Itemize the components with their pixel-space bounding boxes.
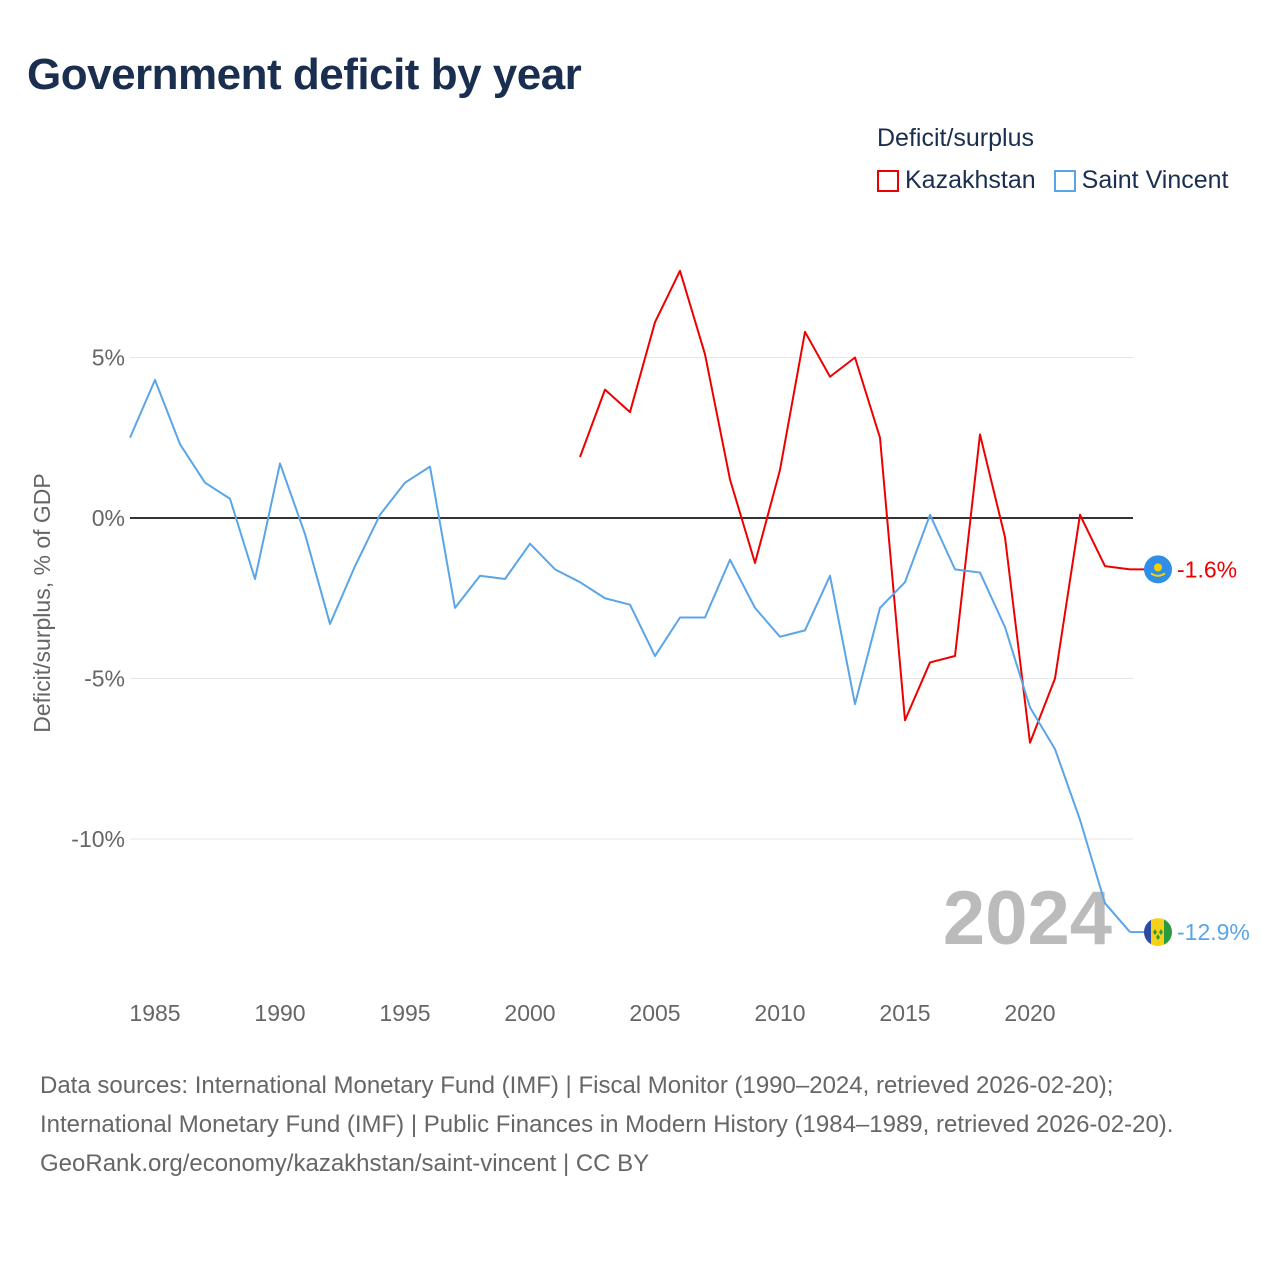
legend-item-saint-vincent[interactable]: Saint Vincent <box>1053 166 1229 195</box>
x-tick-label: 2020 <box>1004 1000 1055 1026</box>
flag-sun <box>1154 563 1162 572</box>
flag-saint-vincent-icon <box>1144 918 1172 947</box>
credit-link[interactable]: GeoRank.org/economy/kazakhstan/saint-vin… <box>40 1150 650 1177</box>
flag-green <box>1164 918 1172 947</box>
x-tick-label: 1995 <box>379 1000 430 1026</box>
legend-item-kazakhstan[interactable]: Kazakhstan <box>877 166 1036 195</box>
legend-swatch-saint-vincent <box>1053 169 1076 192</box>
y-tick-label: -10% <box>71 826 125 852</box>
flag-kazakhstan-icon <box>1144 555 1172 584</box>
x-tick-label: 2010 <box>754 1000 805 1026</box>
data-sources: Data sources: International Monetary Fun… <box>40 1072 1174 1138</box>
y-tick-label: -5% <box>84 666 125 692</box>
legend-swatch-kazakhstan <box>877 169 899 192</box>
x-tick-label: 2015 <box>879 1000 930 1026</box>
x-tick-label: 1985 <box>129 1000 180 1026</box>
legend-label: Saint Vincent <box>1081 166 1229 194</box>
chart-title: Government deficit by year <box>27 50 582 99</box>
y-axis-label: Deficit/surplus, % of GDP <box>29 473 55 732</box>
series-line-saint-vincent <box>129 378 1131 933</box>
y-tick-label: 5% <box>92 345 125 371</box>
flag-eagle <box>1150 572 1166 577</box>
flag-gold <box>1151 918 1165 947</box>
end-label-kazakhstan: -1.6% <box>1177 556 1237 582</box>
x-tick-label: 1990 <box>254 1000 305 1026</box>
series-line-kazakhstan <box>579 269 1131 744</box>
year-watermark: 2024 <box>943 876 1112 961</box>
flag-diamonds <box>1153 929 1163 941</box>
end-label-saint-vincent: -12.9% <box>1177 919 1250 945</box>
flag-stripes <box>1144 918 1172 947</box>
legend-label: Kazakhstan <box>905 166 1036 194</box>
flag-blue <box>1144 918 1152 947</box>
x-tick-label: 2005 <box>629 1000 680 1026</box>
legend-title: Deficit/surplus <box>877 124 1034 152</box>
legend: Kazakhstan Saint Vincent <box>877 166 1229 195</box>
y-tick-label: 0% <box>92 505 125 531</box>
footer: Data sources: International Monetary Fun… <box>40 1066 1240 1183</box>
x-tick-label: 2000 <box>504 1000 555 1026</box>
